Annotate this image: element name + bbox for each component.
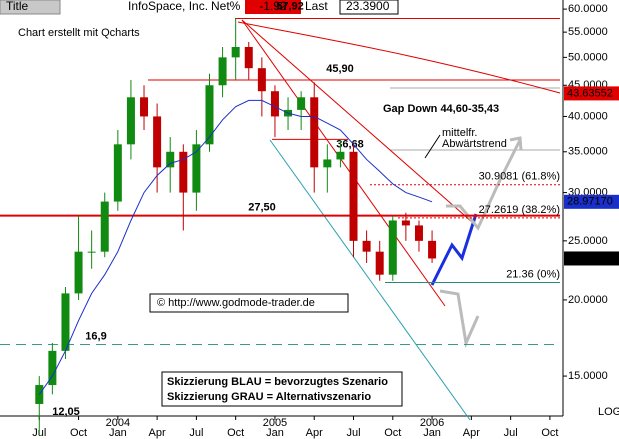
x-tick-label: Oct <box>227 427 244 439</box>
last-box <box>339 0 399 15</box>
level-label: 16,9 <box>85 330 106 342</box>
scale-label: LOG <box>598 406 619 418</box>
candle-body <box>257 68 266 92</box>
y-tick-label: 50.0000 <box>568 51 608 63</box>
candle-body <box>231 46 240 58</box>
y-tick-label: 40.0000 <box>568 110 608 122</box>
candle-body <box>401 220 410 226</box>
last-value: 23.3900 <box>346 0 390 13</box>
copyright-box <box>149 293 349 313</box>
x-tick-label: Jul <box>346 427 360 439</box>
x-tick-label: Jul <box>189 427 203 439</box>
scenario-blue <box>430 213 478 286</box>
x-tick-label: Jan <box>266 427 284 439</box>
x-year-label: 2004 <box>106 417 130 429</box>
price-marker <box>564 194 619 209</box>
candle-body <box>414 225 423 241</box>
candle-body <box>323 159 332 168</box>
fib-label: 21.36 (0%) <box>506 268 560 280</box>
level-label: 57,92 <box>276 0 304 12</box>
candle-body <box>428 240 437 259</box>
trend-line <box>241 19 473 223</box>
pointer <box>424 134 441 159</box>
trend-curve <box>237 21 561 94</box>
y-tick-label: 15.0000 <box>568 370 608 382</box>
title-box <box>0 0 61 15</box>
legend-box <box>161 371 403 407</box>
last-label: Last <box>305 0 328 13</box>
level-label: 12,05 <box>52 406 80 418</box>
fib-label: 30.9081 (61.8%) <box>479 171 560 183</box>
candle-body <box>244 46 253 69</box>
credit: Chart erstellt mit Qcharts <box>18 27 140 39</box>
net-label: Net% <box>211 0 241 13</box>
candle-body <box>35 385 44 404</box>
y-tick-label: 55.0000 <box>568 26 608 38</box>
price-marker <box>564 251 619 266</box>
candle-body <box>61 293 70 351</box>
candle-body <box>349 151 358 241</box>
legend-text: Skizzierung GRAU = Alternativszenario <box>167 391 371 403</box>
y-tick-label: 35.0000 <box>568 146 608 158</box>
x-year-label: 2006 <box>420 417 444 429</box>
trend-line <box>241 19 446 307</box>
candle-body <box>48 350 57 386</box>
net-box <box>245 0 301 14</box>
candle-body <box>166 151 175 168</box>
y-tick-label: 60.0000 <box>568 3 608 15</box>
x-tick-label: Jan <box>423 427 441 439</box>
fib-label: 27.2619 (38.2%) <box>479 204 560 216</box>
candle-body <box>140 97 149 117</box>
candle-body <box>100 201 109 252</box>
candle-body <box>179 151 188 193</box>
symbol-name: InfoSpace, Inc. <box>128 0 208 13</box>
candle-body <box>205 85 214 145</box>
y-tick-label: 20.0000 <box>568 294 608 306</box>
candle-body <box>113 144 122 202</box>
copyright: © http://www.godmode-trader.de <box>157 297 315 309</box>
x-tick-label: Jan <box>109 427 127 439</box>
price-marker-label: 23.3900 <box>567 252 607 264</box>
legend-text: Skizzierung BLAU = bevorzugtes Szenario <box>167 376 388 388</box>
gap-label: Gap Down 44,60-35,43 <box>383 103 499 115</box>
candle-body <box>126 97 135 145</box>
level-label: 27,50 <box>248 202 276 214</box>
candle-body <box>153 116 162 168</box>
moving-average <box>38 99 433 395</box>
x-tick-label: Oct <box>384 427 401 439</box>
y-tick-label: 25.0000 <box>568 235 608 247</box>
candle-body <box>192 144 201 193</box>
trend-line <box>269 139 471 421</box>
candle-body <box>74 251 83 294</box>
candle-body <box>87 251 96 253</box>
x-tick-label: Apr <box>463 427 480 439</box>
price-marker-label: 43.63552 <box>567 87 613 99</box>
price-marker <box>564 86 619 101</box>
x-tick-label: Apr <box>149 427 166 439</box>
trend-label: Abwärtstrend <box>442 138 507 150</box>
candle-body <box>336 151 345 160</box>
x-year-label: 2005 <box>263 417 287 429</box>
scenario-gray-head <box>509 136 523 151</box>
title: Title <box>6 0 29 13</box>
candle-body <box>218 57 227 86</box>
candle-body <box>297 97 306 110</box>
trend-label: mittelfr. <box>442 127 477 139</box>
scenario-gray <box>446 139 522 231</box>
x-tick-label: Oct <box>70 427 87 439</box>
candle-body <box>362 240 371 252</box>
price-marker-label: 28.97170 <box>567 196 613 208</box>
level-label: 36,68 <box>336 138 364 150</box>
candle-body <box>270 91 279 117</box>
candle-body <box>310 97 319 168</box>
x-tick-label: Jul <box>504 427 518 439</box>
x-tick-label: Oct <box>541 427 558 439</box>
candle-body <box>375 251 384 275</box>
candle-body <box>388 220 397 275</box>
x-tick-label: Apr <box>306 427 323 439</box>
level-label: 45,90 <box>326 63 354 75</box>
scenario-gray <box>439 289 480 349</box>
net-value: -1.92 <box>259 0 287 13</box>
